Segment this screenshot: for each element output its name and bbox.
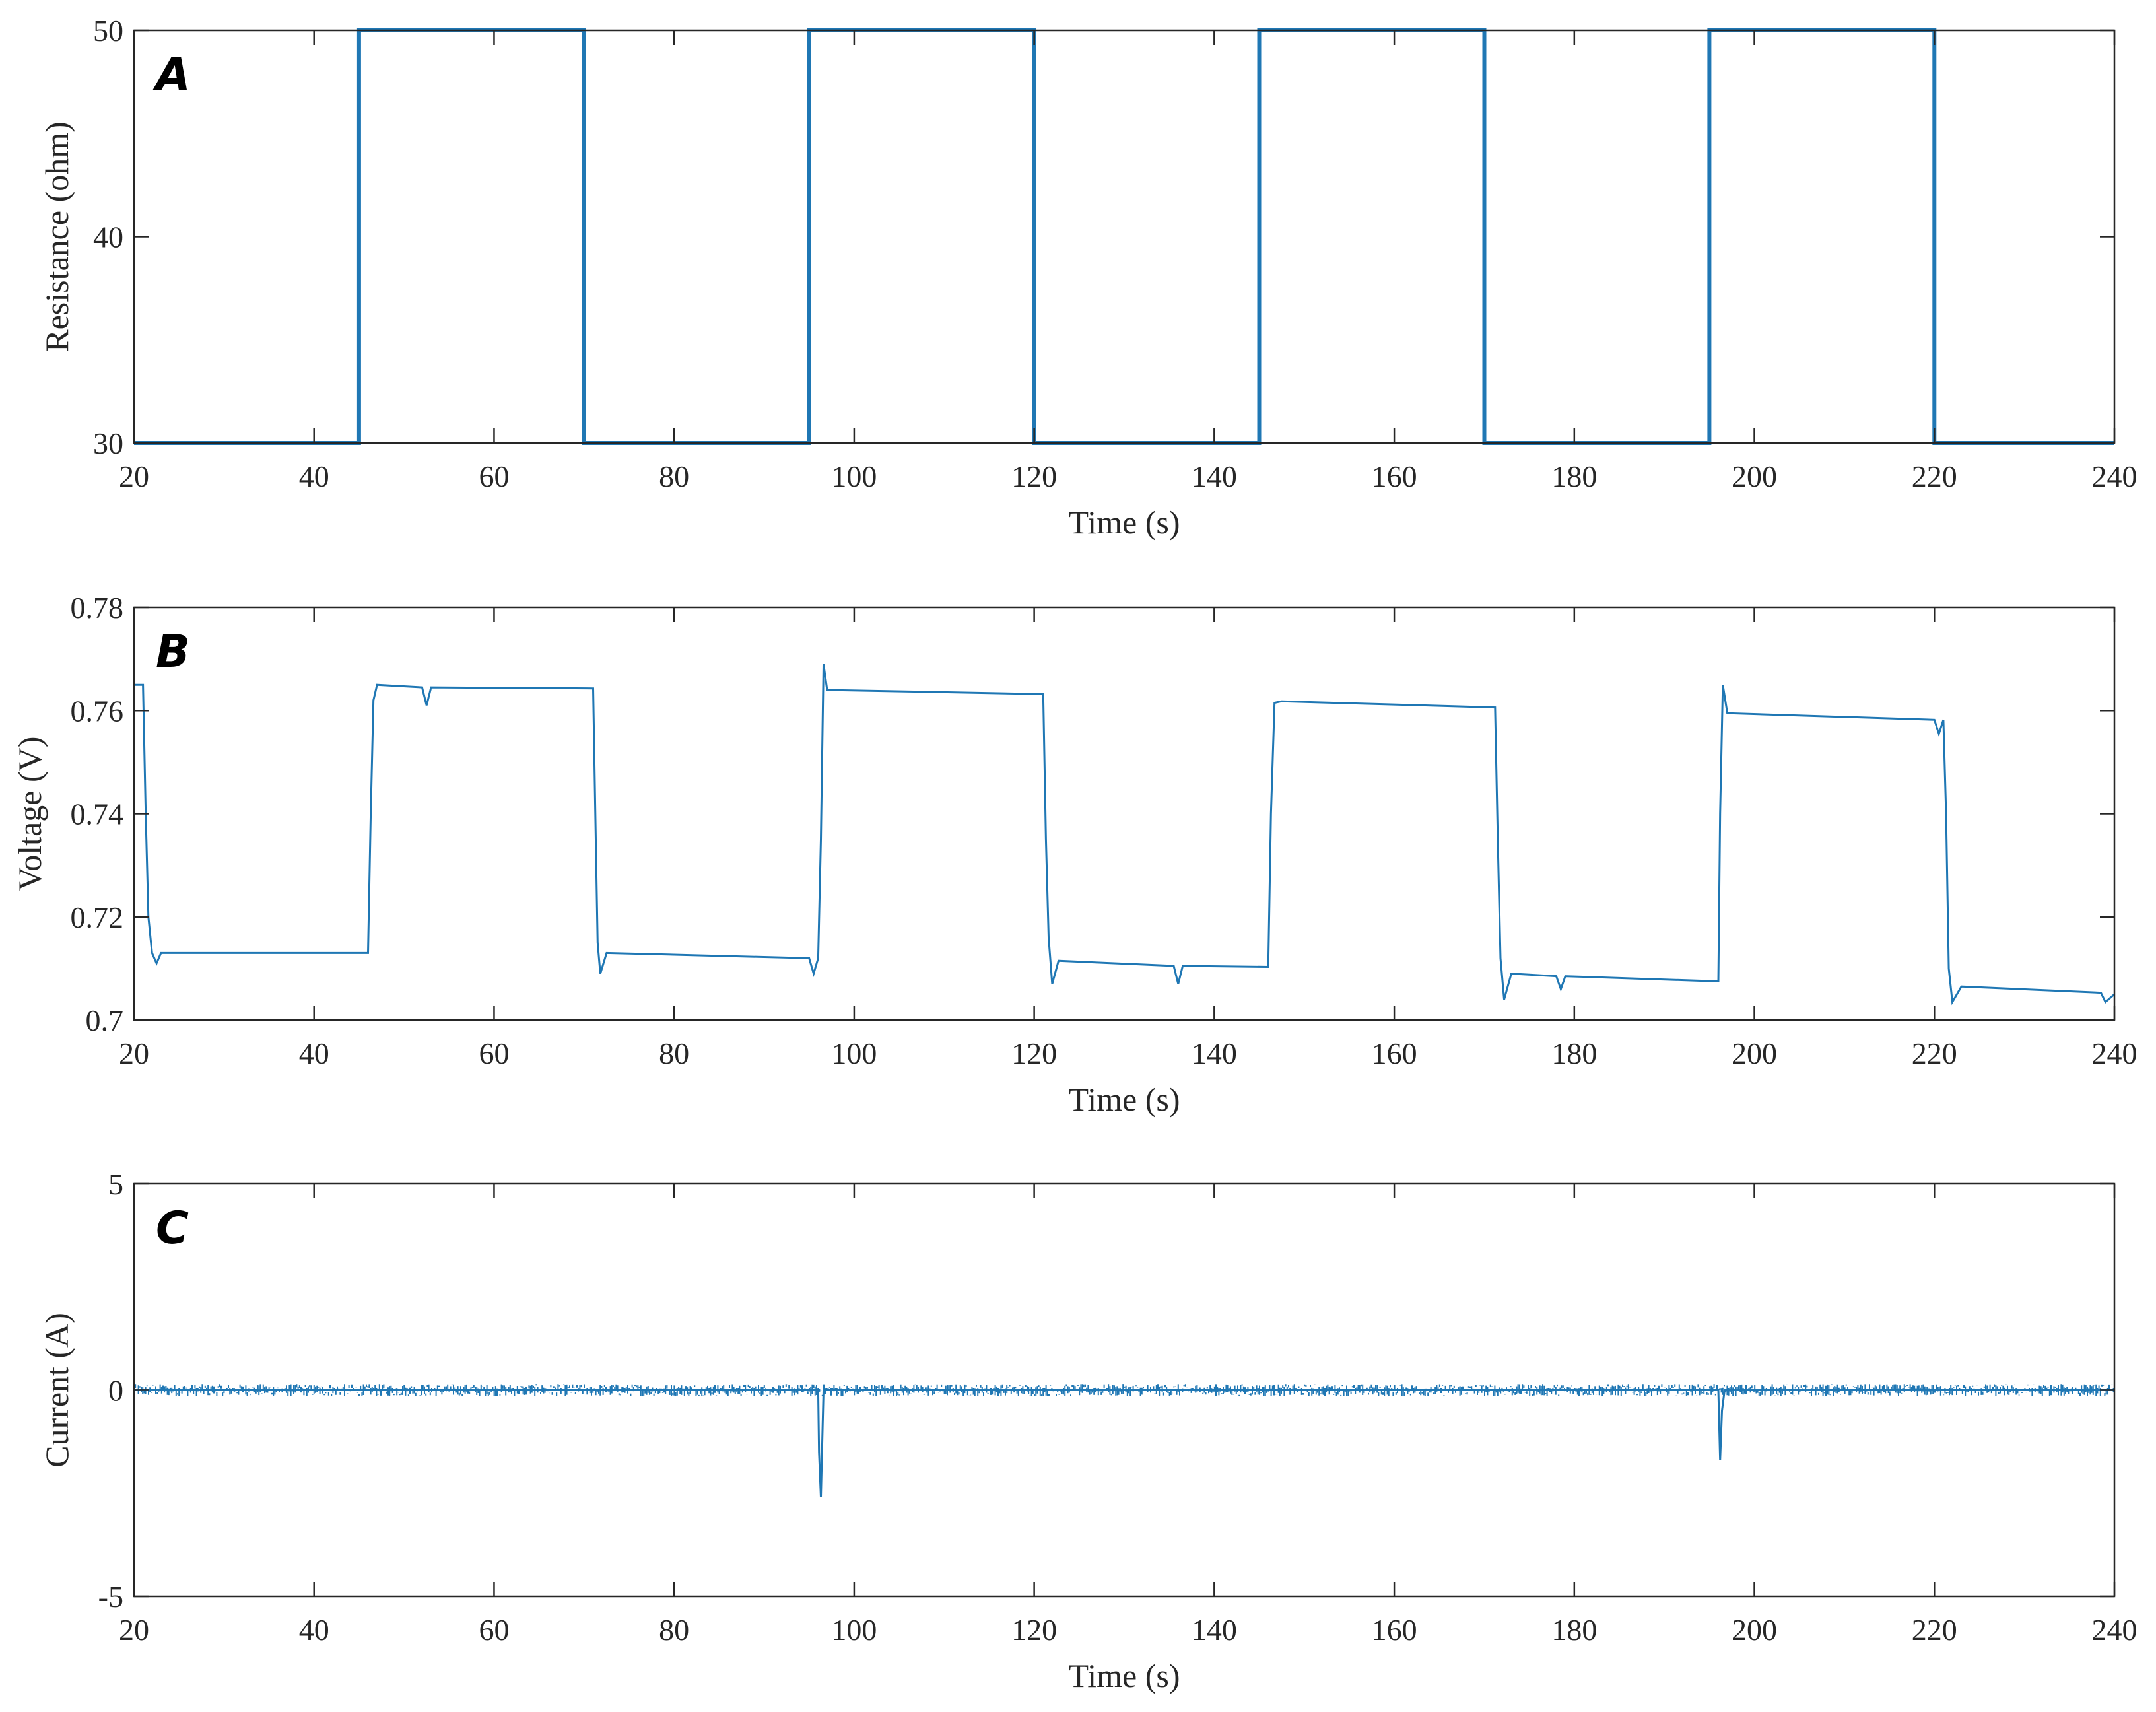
x-tick-label: 20 <box>119 1613 149 1647</box>
series-1 <box>134 28 2114 445</box>
y-axis-label: Voltage (V) <box>11 737 48 891</box>
x-tick-label: 100 <box>831 1613 877 1647</box>
x-tick-label: 180 <box>1551 460 1597 493</box>
x-tick-label: 100 <box>831 1037 877 1070</box>
x-tick-label: 120 <box>1011 1037 1057 1070</box>
x-tick-label: 160 <box>1372 1613 1417 1647</box>
plot-frame <box>133 29 2116 444</box>
y-tick-label: 0 <box>108 1374 123 1408</box>
y-axis-label: Resistance (ohm) <box>38 121 75 352</box>
y-tick-label: 0.7 <box>86 1004 124 1037</box>
x-tick-label: 60 <box>479 460 509 493</box>
series-line <box>134 664 2115 1006</box>
x-tick-label: 40 <box>299 460 329 493</box>
x-tick-label: 160 <box>1372 460 1417 493</box>
x-tick-label: 200 <box>1732 460 1777 493</box>
y-tick-label: 5 <box>108 1167 123 1201</box>
x-tick-label: 220 <box>1912 1037 1957 1070</box>
x-tick-label: 20 <box>119 1037 149 1070</box>
x-tick-label: 180 <box>1551 1613 1597 1647</box>
x-tick-label: 20 <box>119 460 149 493</box>
y-tick-label: 0.78 <box>71 591 124 625</box>
x-axis-label: Time (s) <box>1068 1081 1180 1118</box>
chart-panel-a: 20 40 60 80 100 120 140 160 180 200 220 240 30 40 50 Ti… <box>38 14 2138 541</box>
panel-letter: B <box>156 626 190 678</box>
chart-panel-b: 20 40 60 80 100 120 140 160 180 200 220 240 0.7 0.72 0… <box>11 591 2138 1118</box>
series-1 <box>133 1384 2114 1498</box>
y-tick-label: -5 <box>98 1580 123 1614</box>
x-tick-label: 120 <box>1011 1613 1057 1647</box>
x-tick-label: 240 <box>2092 1613 2138 1647</box>
y-tick-label: 0.76 <box>71 694 124 728</box>
x-tick-label: 60 <box>479 1037 509 1070</box>
y-tick-label: 50 <box>93 14 123 48</box>
y-tick-label: 0.74 <box>71 798 124 831</box>
series-line <box>134 1389 2114 1498</box>
x-tick-label: 80 <box>659 460 689 493</box>
x-axis-label: Time (s) <box>1068 504 1180 541</box>
x-tick-label: 120 <box>1011 460 1057 493</box>
x-tick-label: 200 <box>1732 1037 1777 1070</box>
x-tick-label: 160 <box>1372 1037 1417 1070</box>
chart-panel-c: 20 40 60 80 100 120 140 160 180 200 220 240 -5 0 5 Time… <box>38 1167 2138 1694</box>
series-line <box>134 28 2114 445</box>
x-tick-label: 60 <box>479 1613 509 1647</box>
y-tick-label: 40 <box>93 221 123 254</box>
x-tick-label: 240 <box>2092 1037 2138 1070</box>
x-tick-label: 140 <box>1192 1613 1237 1647</box>
x-tick-label: 220 <box>1912 1613 1957 1647</box>
series-1 <box>134 664 2115 1006</box>
x-tick-label: 40 <box>299 1037 329 1070</box>
x-tick-label: 100 <box>831 460 877 493</box>
x-tick-label: 240 <box>2092 460 2138 493</box>
x-axis-label: Time (s) <box>1068 1657 1180 1694</box>
y-tick-label: 0.72 <box>71 901 124 934</box>
x-tick-label: 220 <box>1912 460 1957 493</box>
plot-frame <box>133 606 2116 1021</box>
x-tick-label: 200 <box>1732 1613 1777 1647</box>
x-tick-label: 140 <box>1192 1037 1237 1070</box>
x-tick-label: 80 <box>659 1613 689 1647</box>
panel-letter: C <box>156 1202 189 1254</box>
x-tick-label: 180 <box>1551 1037 1597 1070</box>
y-axis-label: Current (A) <box>38 1313 75 1468</box>
x-tick-label: 40 <box>299 1613 329 1647</box>
x-tick-label: 140 <box>1192 460 1237 493</box>
x-tick-label: 80 <box>659 1037 689 1070</box>
panel-letter: A <box>152 49 191 101</box>
y-tick-label: 30 <box>93 427 123 460</box>
